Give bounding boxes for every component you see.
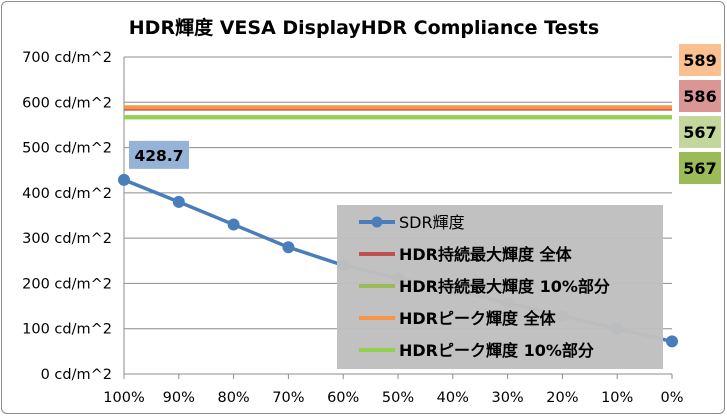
x-tick-label: 20%	[546, 390, 578, 406]
side-label-box	[679, 80, 721, 112]
side-label: 567	[683, 159, 716, 178]
x-tick-label: 10%	[601, 390, 633, 406]
x-tick-label: 40%	[437, 390, 469, 406]
y-tick-label: 500 cd/m^2	[22, 141, 112, 157]
y-tick-label: 700 cd/m^2	[22, 50, 112, 66]
side-label: 567	[683, 123, 716, 142]
x-tick-label: 100%	[103, 390, 144, 406]
y-tick-label: 200 cd/m^2	[22, 276, 112, 292]
legend-label: HDRピーク輝度 10%部分	[399, 341, 594, 360]
x-tick-label: 80%	[217, 390, 249, 406]
x-tick-label: 60%	[327, 390, 359, 406]
y-tick-label: 300 cd/m^2	[22, 231, 112, 247]
legend-label: HDR持続最大輝度 10%部分	[399, 277, 610, 296]
chart-title: HDR輝度 VESA DisplayHDR Compliance Tests	[129, 16, 599, 39]
data-label: 428.7	[134, 147, 183, 165]
sdr-point	[118, 173, 130, 186]
x-tick-label: 0%	[660, 390, 683, 406]
x-tick-label: 70%	[272, 390, 304, 406]
y-axis-ticks: 0 cd/m^2 100 cd/m^2 200 cd/m^2 300 cd/m^2 40…	[22, 50, 112, 383]
side-label-box	[679, 152, 721, 184]
y-tick-label: 400 cd/m^2	[22, 186, 112, 202]
x-tick-label: 30%	[491, 390, 523, 406]
x-tick-label: 90%	[163, 390, 195, 406]
side-label: 586	[683, 87, 716, 106]
side-label-box	[679, 116, 721, 148]
legend-label: HDR持続最大輝度 全体	[399, 245, 573, 264]
x-axis-ticks: 100% 90% 80% 70% 60% 50% 40% 30% 20% 10% 0%	[103, 374, 684, 406]
legend-marker	[371, 216, 383, 228]
sdr-point	[227, 218, 240, 231]
y-tick-label: 600 cd/m^2	[22, 95, 112, 111]
side-label: 589	[683, 51, 716, 70]
sdr-point	[282, 241, 295, 254]
sdr-point	[666, 335, 678, 348]
data-label-box	[129, 140, 189, 169]
side-label-box	[679, 44, 721, 76]
legend-label: SDR輝度	[399, 213, 465, 232]
reference-lines	[124, 105, 672, 120]
data-labels: 428.7	[129, 140, 189, 169]
legend: SDR輝度 HDR持続最大輝度 全体 HDR持続最大輝度 10%部分 HDRピーク輝度…	[337, 205, 663, 369]
x-tick-label: 50%	[382, 390, 414, 406]
sdr-point	[172, 195, 185, 208]
side-value-labels: 589 586 567 567	[679, 44, 721, 184]
y-tick-label: 0 cd/m^2	[41, 367, 112, 383]
y-tick-label: 100 cd/m^2	[22, 322, 112, 338]
legend-label: HDRピーク輝度 全体	[399, 309, 557, 328]
